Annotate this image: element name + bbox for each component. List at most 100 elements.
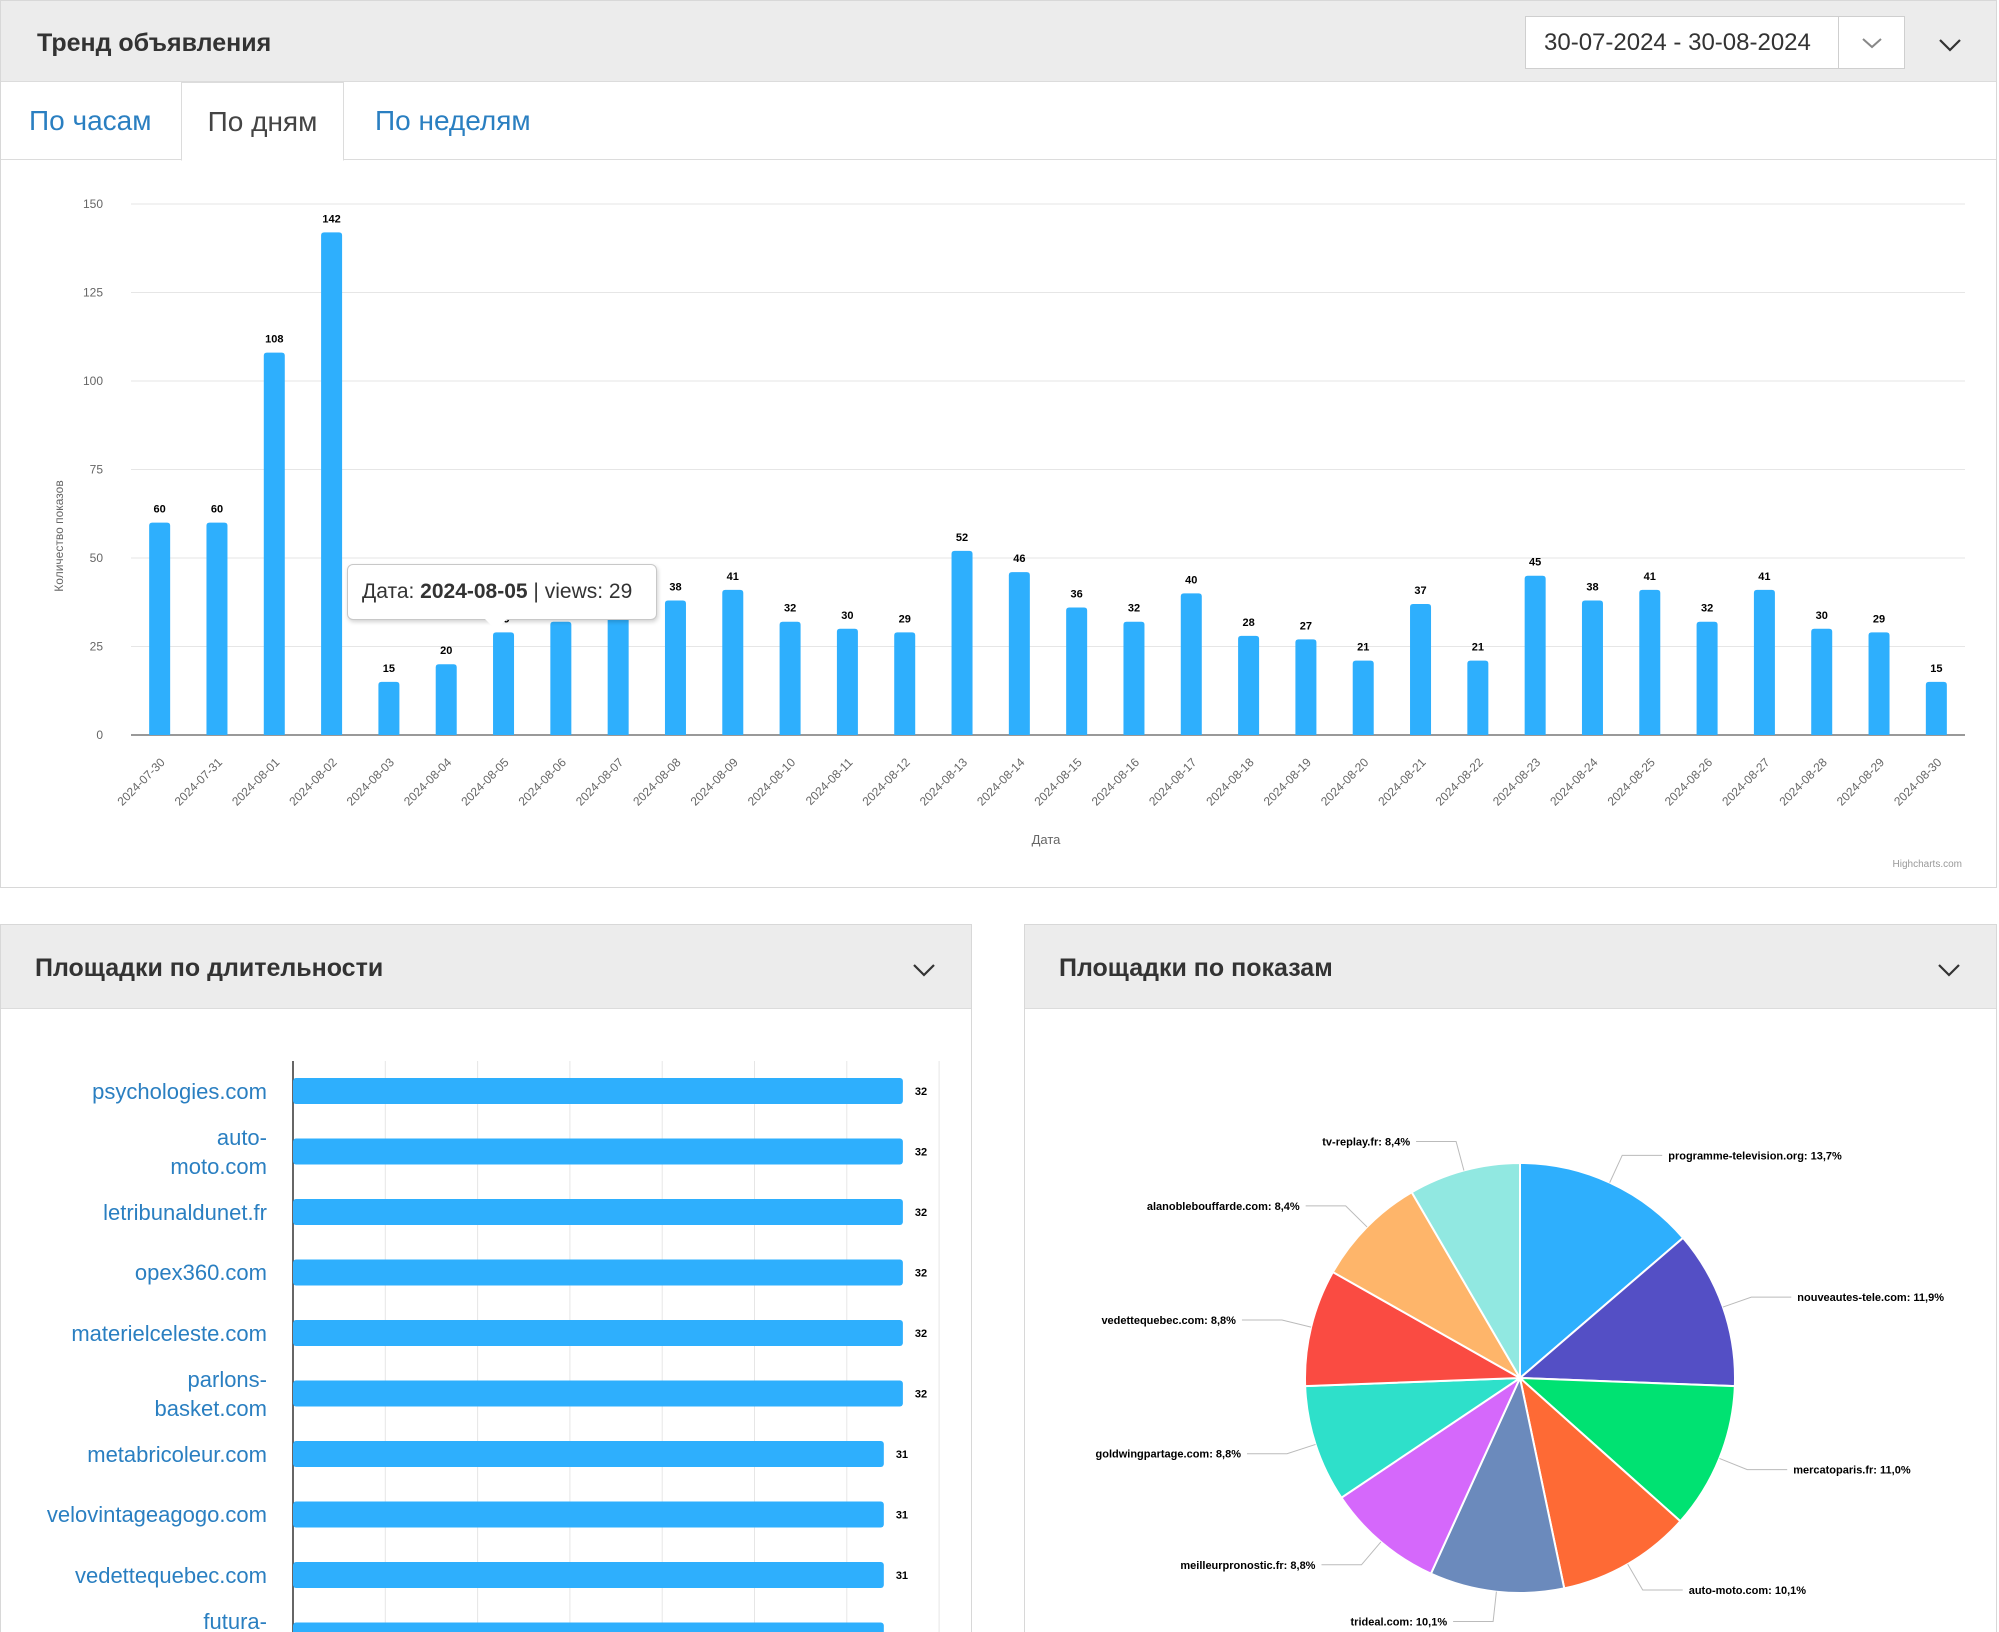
date-range-dropdown-button[interactable] (1838, 17, 1904, 68)
pie-slice[interactable] (1304, 1270, 1524, 1388)
bar[interactable] (664, 600, 686, 735)
bar[interactable] (293, 1622, 884, 1632)
bar[interactable] (293, 1562, 884, 1588)
bar[interactable] (293, 1078, 903, 1104)
impressions-collapse-button[interactable] (1934, 955, 1964, 985)
x-axis-title: Дата (1032, 832, 1062, 847)
x-tick-label: 2024-08-17 (1146, 755, 1200, 809)
bar[interactable] (293, 1380, 903, 1407)
bar[interactable] (1180, 593, 1202, 735)
bar[interactable] (550, 621, 572, 735)
tooltip-date: 2024-08-05 (420, 580, 528, 603)
bar[interactable] (149, 522, 171, 735)
site-label[interactable]: psychologies.com (1, 1077, 267, 1106)
bar[interactable] (836, 628, 858, 735)
site-label[interactable]: futura-sciences.com (1, 1607, 267, 1632)
duration-collapse-button[interactable] (909, 955, 939, 985)
bar[interactable] (1925, 681, 1947, 735)
site-label[interactable]: metabricoleur.com (1, 1440, 267, 1469)
bar[interactable] (293, 1320, 903, 1346)
chart-credits[interactable]: Highcharts.com (1893, 859, 1962, 870)
bar[interactable] (293, 1501, 884, 1528)
pie-label: vedettequebec.com: 8,8% (1101, 1315, 1236, 1327)
bar[interactable] (1066, 607, 1088, 735)
x-tick-label: 2024-08-25 (1605, 755, 1659, 809)
data-label: 60 (154, 504, 166, 516)
bar[interactable] (1352, 660, 1374, 735)
bar[interactable] (607, 611, 629, 735)
tab-hours[interactable]: По часам (29, 105, 152, 136)
bar[interactable] (1524, 575, 1546, 735)
data-label: 31 (896, 1631, 908, 1632)
site-label[interactable]: auto-moto.com (1, 1123, 267, 1181)
bar[interactable] (1295, 639, 1317, 735)
bar[interactable] (1639, 589, 1661, 735)
duration-bar-chart: 32 32 32 32 32 32 31 31 31 31 (292, 1061, 940, 1632)
bar[interactable] (1123, 621, 1145, 735)
bar[interactable] (1696, 621, 1718, 735)
pie-slice[interactable] (1517, 1236, 1736, 1388)
x-tick-label: 2024-08-30 (1891, 755, 1945, 809)
data-label: 21 (1472, 642, 1484, 654)
site-label[interactable]: velovintageagogo.com (1, 1500, 267, 1529)
bar[interactable] (206, 522, 228, 735)
pie-slice[interactable] (1518, 1375, 1682, 1590)
bar[interactable] (894, 632, 916, 735)
bar[interactable] (263, 352, 285, 735)
data-label: 41 (1758, 571, 1770, 583)
tooltip-suffix: | views: 29 (527, 580, 633, 603)
bar[interactable] (321, 232, 343, 735)
tab-days[interactable]: По дням (181, 82, 344, 161)
y-tick-label: 125 (83, 286, 103, 300)
x-tick-label: 2024-08-18 (1203, 755, 1257, 809)
data-label: 52 (956, 532, 968, 544)
pie-connector (1321, 1541, 1382, 1566)
bar[interactable] (1410, 604, 1432, 735)
site-label[interactable]: materielceleste.com (1, 1319, 267, 1348)
data-label: 142 (322, 213, 340, 225)
bar[interactable] (293, 1441, 884, 1467)
date-range-picker[interactable]: 30-07-2024 - 30-08-2024 (1525, 16, 1905, 69)
trend-panel-title: Тренд объявления (37, 29, 272, 57)
bar[interactable] (1868, 632, 1890, 735)
bar[interactable] (493, 632, 515, 735)
bar[interactable] (435, 664, 457, 735)
pie-label: meilleurpronostic.fr: 8,8% (1180, 1560, 1315, 1572)
trend-bar-chart: 60 60 108 142 15 20 29 38 41 32 30 29 52 46 36 32 40 28 27… (52, 197, 1965, 870)
bar[interactable] (1581, 600, 1603, 735)
site-label[interactable]: letribunaldunet.fr (1, 1198, 267, 1227)
y-tick-label: 50 (90, 551, 104, 565)
bar[interactable] (722, 589, 744, 735)
chevron-down-icon (1939, 39, 1961, 52)
bar[interactable] (1753, 589, 1775, 735)
site-label[interactable]: vedettequebec.com (1, 1561, 267, 1590)
pie-slice[interactable] (1519, 1161, 1685, 1381)
bar[interactable] (1467, 660, 1489, 735)
data-label: 29 (1873, 613, 1885, 625)
data-label: 32 (915, 1147, 927, 1159)
data-label: 38 (669, 581, 681, 593)
trend-collapse-button[interactable] (1935, 30, 1965, 60)
y-tick-label: 75 (90, 463, 104, 477)
site-label[interactable]: parlons-basket.com (1, 1365, 268, 1423)
tab-weeks[interactable]: По неделям (375, 105, 531, 136)
pie-slice[interactable] (1517, 1376, 1736, 1523)
bar[interactable] (378, 681, 400, 735)
site-label-line: vedettequebec.com (74, 1562, 267, 1588)
bar[interactable] (1238, 635, 1260, 735)
bar[interactable] (1008, 572, 1030, 735)
x-tick-label: 2024-08-19 (1261, 755, 1315, 809)
bar[interactable] (293, 1199, 903, 1225)
site-label[interactable]: opex360.com (1, 1258, 267, 1287)
pie-connector (1453, 1591, 1497, 1623)
bar[interactable] (951, 550, 973, 735)
site-label-line: velovintageagogo.com (46, 1502, 267, 1527)
x-tick-label: 2024-08-26 (1662, 755, 1716, 809)
bar[interactable] (293, 1138, 903, 1165)
bar[interactable] (293, 1259, 903, 1286)
bar[interactable] (1811, 628, 1833, 735)
y-axis-title: Количество показов (52, 480, 66, 591)
pie-slice[interactable] (1304, 1376, 1524, 1500)
bar[interactable] (779, 621, 801, 735)
impressions-pie-chart: programme-television.org: 13,7% nouveaute… (1096, 1136, 1945, 1628)
